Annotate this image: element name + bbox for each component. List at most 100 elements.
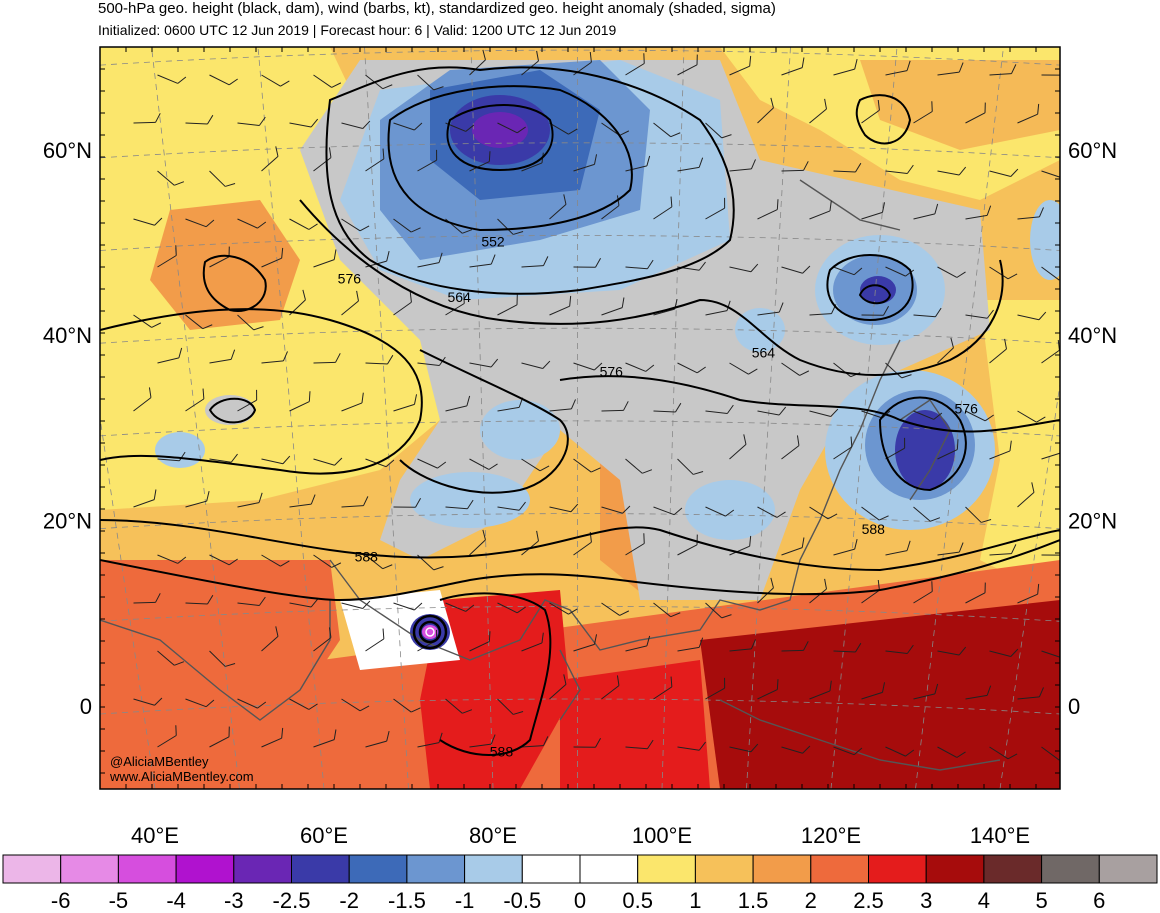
contour-label: 576 <box>600 363 624 379</box>
colorbar-swatch <box>637 854 696 884</box>
colorbar-swatch <box>464 854 523 884</box>
colorbar-swatch <box>810 854 869 884</box>
wind-barb <box>417 252 443 268</box>
wind-barb <box>833 58 858 76</box>
colorbar-swatch <box>291 854 350 884</box>
wind-barb <box>861 506 889 521</box>
wind-barb <box>861 305 890 316</box>
wind-barb <box>393 698 421 713</box>
wind-barb <box>261 727 284 748</box>
wind-barb <box>989 64 1017 76</box>
wind-barb <box>549 503 579 513</box>
wind-barb <box>341 392 364 412</box>
wind-barb <box>781 435 800 460</box>
colorbar-label: -4 <box>166 888 186 913</box>
wind-barb <box>757 199 779 220</box>
wind-barb <box>833 642 862 653</box>
contour-caspian <box>208 397 257 424</box>
wind-barb <box>261 554 290 567</box>
wind-barb <box>209 349 236 364</box>
wind-barb <box>521 458 550 472</box>
wind-barb <box>601 675 620 700</box>
longitude-label: 100°E <box>632 823 692 848</box>
colorbar-label: 1.5 <box>738 888 769 913</box>
colorbar-swatch <box>1098 854 1158 884</box>
wind-barb <box>989 168 1019 177</box>
wind-barb <box>209 74 238 86</box>
colorbar-label: 6 <box>1093 888 1105 913</box>
wind-barb <box>677 362 706 374</box>
wind-barb <box>913 683 939 700</box>
wind-barb <box>625 362 655 372</box>
colorbar-swatch <box>60 854 119 884</box>
wind-barb <box>885 437 906 460</box>
colorbar-label: 3 <box>920 888 932 913</box>
contour-576-east <box>559 375 1060 433</box>
wind-barb <box>809 200 832 220</box>
wind-barb <box>393 602 423 611</box>
wind-barb <box>157 725 177 748</box>
wind-barb <box>809 578 827 604</box>
wind-barb <box>185 218 215 228</box>
wind-barb <box>393 218 421 233</box>
wind-barb <box>757 406 787 416</box>
wind-barb <box>729 55 752 76</box>
wind-barb <box>313 353 341 364</box>
contour-labels: 552 564 576 576 564 576 588 588 588 <box>338 234 979 760</box>
graticule-parallel <box>100 792 1060 807</box>
anomaly-red-arabia <box>100 560 340 700</box>
wind-barb <box>625 259 654 270</box>
wind-barb <box>157 451 186 462</box>
colorbar-swatch <box>579 854 639 884</box>
cyclone-contour-mid <box>418 620 442 644</box>
wind-barb <box>521 736 549 748</box>
longitude-label: 80°E <box>469 823 517 848</box>
wind-barb <box>289 391 311 412</box>
wind-barb <box>573 458 601 473</box>
wind-barb <box>313 729 337 748</box>
latitude-label-right: 20°N <box>1068 509 1117 534</box>
wind-barb <box>313 147 332 172</box>
contour-manchuria-inner <box>858 284 892 305</box>
contour-label: 576 <box>955 400 979 416</box>
contour-label: 552 <box>481 234 505 250</box>
wind-barb <box>417 149 438 172</box>
coastline-indonesia <box>719 699 1001 771</box>
wind-barb <box>861 682 886 700</box>
longitude-label: 60°E <box>300 823 348 848</box>
colorbar-swatch <box>406 854 466 884</box>
wind-barb <box>341 218 370 232</box>
wind-barb <box>417 732 443 748</box>
wind-barb <box>237 698 267 709</box>
longitude-label: 120°E <box>801 823 861 848</box>
colorbar-swatch <box>348 854 408 884</box>
wind-barb <box>913 506 941 522</box>
colorbar-label: -1 <box>455 888 475 913</box>
frame-ticks <box>99 46 1060 789</box>
wind-barb <box>445 499 474 510</box>
wind-barb <box>133 489 157 508</box>
height-contours <box>100 66 1060 756</box>
wind-barb <box>937 266 966 278</box>
wind-barb <box>469 529 486 556</box>
wind-barb <box>209 170 236 187</box>
wind-barb <box>157 245 177 268</box>
wind-barb <box>781 641 809 652</box>
contour-manchuria <box>826 254 914 322</box>
wind-barb <box>497 501 526 511</box>
wind-barb <box>885 362 912 379</box>
wind-barb <box>781 362 810 376</box>
coastline-sri-lanka <box>559 649 581 721</box>
wind-barb <box>573 154 598 172</box>
wind-barb <box>313 249 337 268</box>
wind-barb <box>937 646 967 656</box>
wind-barb <box>289 698 318 710</box>
wind-barb <box>757 97 774 124</box>
wind-barb <box>185 698 215 708</box>
wind-barb <box>989 338 1007 364</box>
wind-barb <box>809 506 838 520</box>
anomaly-lightblue-tarim <box>480 400 560 460</box>
wind-barb <box>313 457 343 466</box>
colorbar-label: -0.5 <box>503 888 541 913</box>
wind-barb <box>729 263 759 273</box>
